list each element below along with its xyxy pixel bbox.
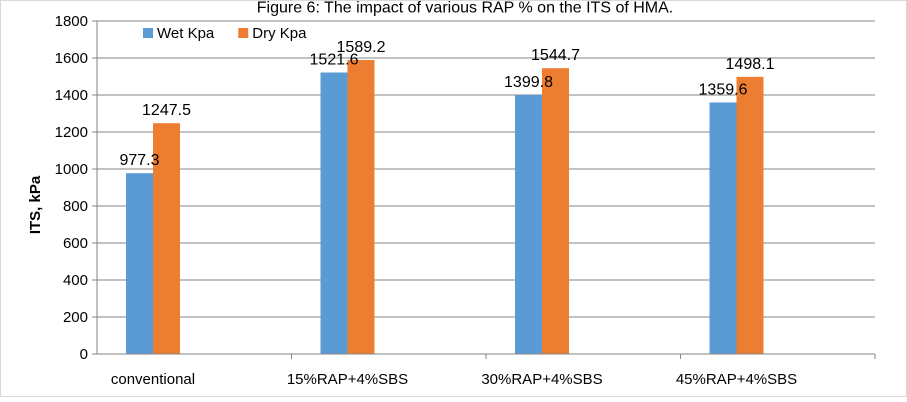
y-tick-label: 1200: [55, 124, 88, 141]
legend-label: Wet Kpa: [157, 25, 215, 42]
bar-wet: [320, 72, 348, 354]
y-axis-title: ITS, kPa: [27, 175, 44, 234]
x-tick-label: 30%RAP+4%SBS: [481, 371, 602, 388]
legend: Wet Kpa Dry Kpa: [143, 25, 307, 42]
y-tick-label: 1000: [55, 161, 88, 178]
legend-swatch: [238, 28, 249, 38]
bar-wet: [709, 102, 737, 354]
y-axis-ticks: 0 200 400 600 800 1000 1200 1400 1600 1800: [55, 13, 98, 363]
y-tick-label: 1800: [55, 13, 88, 30]
bars: [126, 59, 764, 355]
data-label: 1521.6: [310, 52, 359, 69]
data-label: 1498.1: [726, 56, 775, 73]
y-tick-label: 800: [63, 198, 88, 215]
x-tick-label: conventional: [111, 371, 195, 388]
y-tick-label: 1600: [55, 50, 88, 67]
y-tick-label: 200: [63, 309, 88, 326]
y-tick-label: 1400: [55, 87, 88, 104]
bar-dry: [153, 123, 180, 355]
bar-wet: [126, 173, 153, 354]
bar-dry: [542, 68, 569, 354]
legend-label: Dry Kpa: [252, 25, 307, 42]
bar-wet: [515, 95, 542, 355]
data-label: 1399.8: [504, 74, 553, 91]
data-label: 1589.2: [337, 39, 386, 56]
data-label: 1247.5: [142, 102, 191, 119]
x-axis-ticks: conventional 15%RAP+4%SBS 30%RAP+4%SBS 45%R…: [111, 354, 876, 388]
bar-dry: [736, 76, 764, 354]
data-label: 977.3: [119, 152, 159, 169]
bar-dry: [347, 59, 375, 355]
legend-swatch: [143, 28, 153, 38]
y-tick-label: 400: [63, 272, 88, 289]
chart-title: Figure 6: The impact of various RAP % on…: [257, 0, 673, 16]
y-tick-label: 0: [80, 346, 88, 363]
x-tick-label: 45%RAP+4%SBS: [676, 371, 797, 388]
x-tick-label: 15%RAP+4%SBS: [287, 371, 408, 388]
data-label: 1544.7: [531, 47, 580, 64]
data-label: 1359.6: [699, 81, 748, 98]
y-tick-label: 600: [63, 235, 88, 252]
